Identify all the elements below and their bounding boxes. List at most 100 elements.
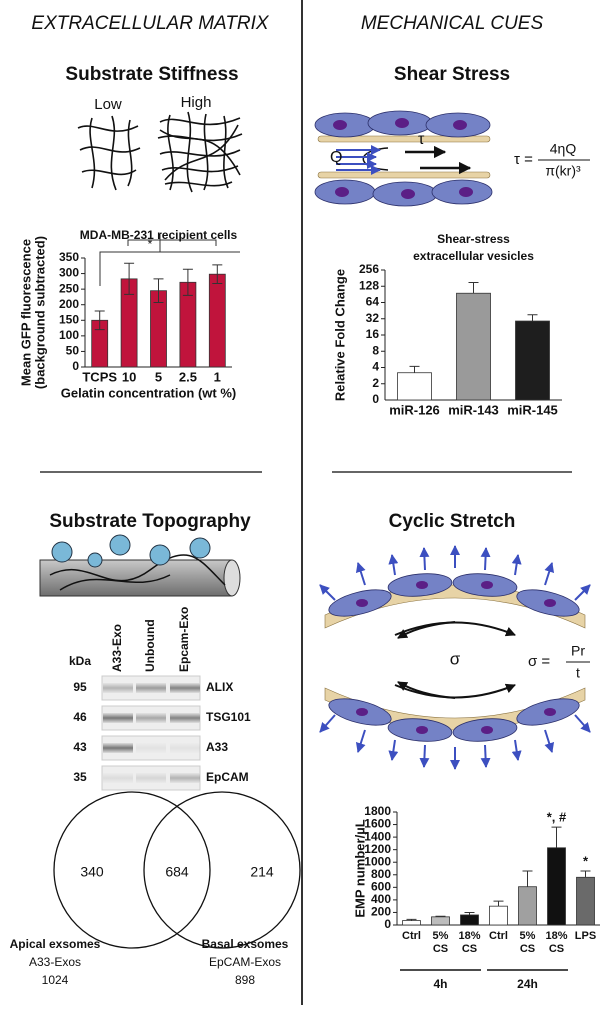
bar <box>576 876 595 926</box>
label: τ <box>418 131 425 148</box>
bar <box>208 273 226 368</box>
y-tick-label: 250 <box>59 281 79 295</box>
y-tick-label: 32 <box>366 311 380 325</box>
blot-band <box>136 743 166 753</box>
significance-marker: * <box>148 237 153 251</box>
y-tick-label: 150 <box>59 312 79 326</box>
blot-label: A33 <box>206 740 228 754</box>
label: Low <box>94 96 122 113</box>
error-bar <box>493 900 504 907</box>
venn-label: 1024 <box>42 973 69 987</box>
error-bar <box>94 310 105 331</box>
blot-band <box>103 773 133 783</box>
label: Q <box>330 149 342 166</box>
y-tick-label: 16 <box>366 327 380 341</box>
panel-title: Substrate Topography <box>49 511 251 532</box>
bar <box>402 920 421 926</box>
blot-kda: 43 <box>73 740 87 754</box>
bar <box>456 292 491 401</box>
chart-title: extracellular vesicles <box>413 249 534 263</box>
venn-label: Apical exsomes <box>10 937 101 951</box>
y-tick-label: 100 <box>59 328 79 342</box>
error-bar <box>580 870 591 878</box>
x-tick-label: miR-126 <box>389 402 440 417</box>
y-tick-label: 200 <box>59 297 79 311</box>
blot-unit: kDa <box>69 654 91 668</box>
error-bar <box>522 870 533 887</box>
venn-circle <box>53 791 211 949</box>
x-tick-label: LPS <box>575 930 596 942</box>
blot-kda: 95 <box>73 680 87 694</box>
error-bar <box>409 365 420 373</box>
y-tick-label: 50 <box>66 344 80 358</box>
significance-marker: * <box>583 853 589 868</box>
blot-band <box>103 713 133 723</box>
blot-column: A33-Exo <box>110 624 124 672</box>
formula: π(kr)³ <box>545 163 581 179</box>
y-tick-label: 800 <box>371 867 391 881</box>
y-tick-label: 0 <box>384 917 391 931</box>
y-tick-label: 1800 <box>364 804 391 818</box>
x-tick-label: miR-143 <box>448 402 499 417</box>
blot-band <box>136 683 166 693</box>
venn-count: 214 <box>250 864 274 880</box>
y-tick-label: 200 <box>371 905 391 919</box>
group-label: 24h <box>517 977 538 991</box>
western-blot: A33-Exo Unbound Epcam-Exo 95 ALIX 46 TSG101 43 A… <box>73 607 251 791</box>
y-tick-label: 128 <box>359 278 379 292</box>
panel-title: Shear Stress <box>394 64 510 85</box>
y-tick-label: 1600 <box>364 817 391 831</box>
blot-band <box>136 713 166 723</box>
venn-label: EpCAM-Exos <box>209 955 281 969</box>
y-axis-label: Relative Fold Change <box>332 269 347 401</box>
bar <box>397 372 432 401</box>
header: EXTRACELLULAR MATRIX <box>31 13 270 34</box>
x-tick-label: 2.5 <box>179 369 197 384</box>
y-tick-label: 2 <box>372 376 379 390</box>
blot-band <box>136 773 166 783</box>
formula: t <box>576 665 580 681</box>
error-bar <box>527 314 538 322</box>
blot-band <box>170 683 200 693</box>
x-tick-label: 5 <box>155 369 162 384</box>
error-bar <box>406 918 417 921</box>
y-axis-label: (background subtracted) <box>32 236 47 389</box>
blot-label: TSG101 <box>206 710 251 724</box>
blot-label: EpCAM <box>206 770 249 784</box>
label: High <box>181 94 212 111</box>
panel-title: Substrate Stiffness <box>65 64 238 85</box>
error-bar <box>435 915 446 917</box>
formula: σ = <box>528 653 550 670</box>
y-tick-label: 1200 <box>364 842 391 856</box>
formula: τ = <box>514 151 533 168</box>
bar <box>518 886 537 926</box>
formula: 4ηQ <box>550 141 577 157</box>
error-bar <box>153 278 164 304</box>
blot-band <box>170 743 200 753</box>
chart-title: MDA-MB-231 recipient cells <box>80 228 238 242</box>
chart-title: Shear-stress <box>437 232 510 246</box>
significance-marker: *, # <box>547 810 567 825</box>
bar <box>460 914 479 926</box>
error-bar <box>124 262 135 295</box>
significance-bracket <box>99 234 240 286</box>
panel-title: Cyclic Stretch <box>389 511 516 532</box>
y-axis-label: Mean GFP fluorescence <box>18 239 33 386</box>
label: σ <box>450 649 461 668</box>
venn-count: 684 <box>165 864 189 880</box>
error-bar <box>212 264 223 285</box>
error-bar <box>551 826 562 848</box>
x-tick-label: 18% CS <box>545 930 567 955</box>
venn-label: A33-Exos <box>29 955 81 969</box>
y-tick-label: 300 <box>59 266 79 280</box>
x-tick-label: 10 <box>122 369 136 384</box>
venn-label: 898 <box>235 973 255 987</box>
blot-band <box>170 713 200 723</box>
x-tick-label: 1 <box>214 369 221 384</box>
blot-column: Unbound <box>143 619 157 672</box>
blot-label: ALIX <box>206 680 233 694</box>
y-tick-label: 0 <box>372 392 379 406</box>
x-axis-label: Gelatin concentration (wt %) <box>61 385 237 400</box>
y-tick-label: 350 <box>59 250 79 264</box>
y-tick-label: 1000 <box>364 854 391 868</box>
